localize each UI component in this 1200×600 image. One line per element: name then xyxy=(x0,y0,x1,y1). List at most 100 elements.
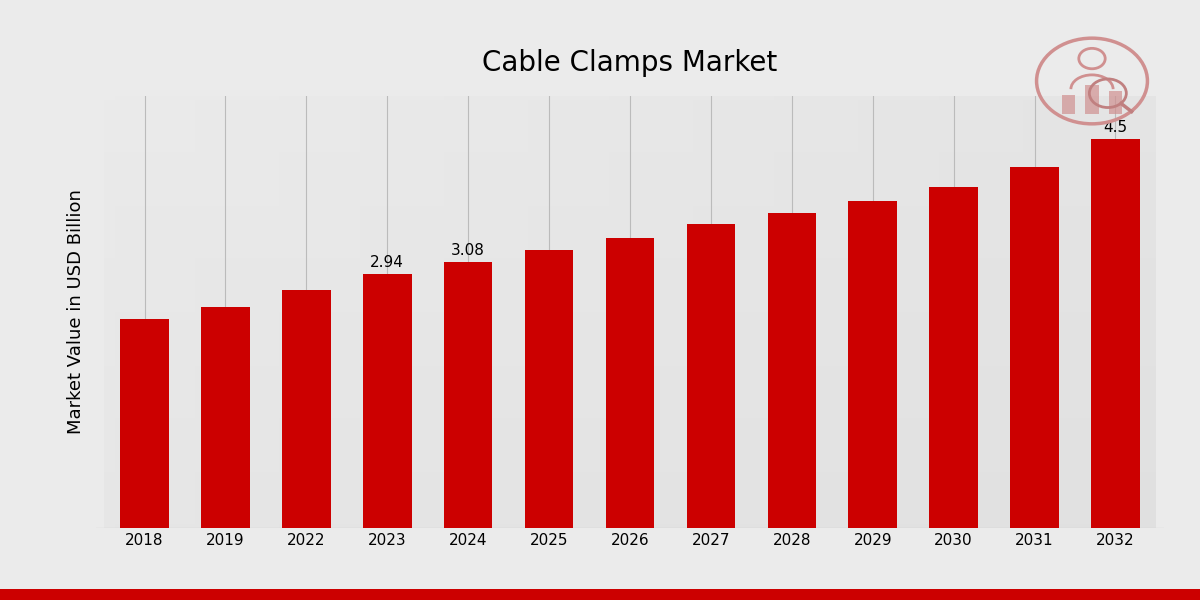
Bar xyxy=(416,96,420,528)
Bar xyxy=(353,96,356,528)
Bar xyxy=(886,96,889,528)
Bar xyxy=(844,96,847,528)
Bar xyxy=(104,111,1156,113)
Bar xyxy=(128,96,132,528)
Bar xyxy=(112,96,115,528)
Bar xyxy=(658,96,661,528)
Bar xyxy=(683,96,686,528)
Bar xyxy=(1097,96,1100,528)
Bar xyxy=(794,96,798,528)
Bar xyxy=(1093,96,1097,528)
Bar xyxy=(104,511,1156,513)
Bar xyxy=(104,344,1156,347)
Bar xyxy=(104,118,1156,120)
Bar xyxy=(931,96,935,528)
Bar xyxy=(953,96,956,528)
Bar xyxy=(104,491,1156,493)
Bar xyxy=(104,228,1156,230)
Bar xyxy=(104,353,1156,355)
Bar xyxy=(798,96,802,528)
Bar xyxy=(104,331,1156,334)
Bar xyxy=(104,275,1156,277)
Bar xyxy=(104,466,1156,467)
Bar xyxy=(132,96,136,528)
Bar xyxy=(104,266,1156,269)
Bar xyxy=(120,319,169,528)
Bar xyxy=(104,269,1156,271)
Bar xyxy=(104,457,1156,459)
Bar xyxy=(104,316,1156,319)
Bar xyxy=(535,96,539,528)
Bar xyxy=(104,424,1156,427)
Bar xyxy=(703,96,707,528)
Bar xyxy=(1051,96,1055,528)
Bar xyxy=(104,304,1156,305)
Bar xyxy=(1139,96,1142,528)
Text: 4.5: 4.5 xyxy=(1103,120,1128,135)
Bar xyxy=(623,96,626,528)
Bar xyxy=(104,135,1156,137)
Bar xyxy=(1055,96,1057,528)
Bar xyxy=(104,174,1156,176)
Bar xyxy=(756,96,760,528)
Bar xyxy=(104,133,1156,135)
Bar xyxy=(896,96,900,528)
Bar xyxy=(104,368,1156,370)
Bar xyxy=(104,416,1156,418)
Bar xyxy=(104,241,1156,243)
Bar xyxy=(154,96,157,528)
Bar xyxy=(848,202,898,528)
Bar xyxy=(427,96,430,528)
Bar xyxy=(833,96,836,528)
Bar xyxy=(276,96,280,528)
Bar xyxy=(104,373,1156,374)
Bar xyxy=(570,96,574,528)
Bar xyxy=(325,96,329,528)
Bar xyxy=(486,96,490,528)
Bar xyxy=(104,290,1156,293)
Bar xyxy=(104,392,1156,394)
Bar xyxy=(104,422,1156,424)
Bar xyxy=(686,224,736,528)
Bar xyxy=(349,96,353,528)
Bar xyxy=(104,180,1156,182)
Bar xyxy=(104,314,1156,316)
Bar xyxy=(104,370,1156,373)
Bar xyxy=(104,146,1156,148)
Bar xyxy=(836,96,840,528)
Bar xyxy=(104,128,1156,131)
Bar xyxy=(254,96,258,528)
Bar xyxy=(524,250,574,528)
Bar xyxy=(768,212,816,528)
Bar xyxy=(104,366,1156,368)
Bar xyxy=(960,96,964,528)
Bar xyxy=(398,96,402,528)
Bar xyxy=(216,96,220,528)
Bar xyxy=(104,388,1156,390)
Bar xyxy=(644,96,648,528)
Bar xyxy=(977,96,980,528)
Bar xyxy=(1135,96,1139,528)
Bar xyxy=(104,413,1156,416)
Bar xyxy=(367,96,371,528)
Bar xyxy=(736,96,739,528)
Bar xyxy=(542,96,546,528)
Bar xyxy=(160,96,163,528)
Bar xyxy=(444,262,492,528)
Bar xyxy=(104,273,1156,275)
Bar xyxy=(479,96,482,528)
Bar xyxy=(104,504,1156,506)
Bar xyxy=(104,202,1156,204)
Bar xyxy=(294,96,296,528)
Bar xyxy=(851,96,854,528)
Bar xyxy=(104,482,1156,485)
Bar xyxy=(595,96,599,528)
Bar xyxy=(104,143,1156,146)
Bar xyxy=(178,96,181,528)
Bar xyxy=(104,262,1156,265)
Bar xyxy=(104,251,1156,254)
Bar xyxy=(104,450,1156,452)
Y-axis label: Market Value in USD Billion: Market Value in USD Billion xyxy=(67,190,85,434)
Bar xyxy=(104,230,1156,232)
Bar xyxy=(121,96,125,528)
